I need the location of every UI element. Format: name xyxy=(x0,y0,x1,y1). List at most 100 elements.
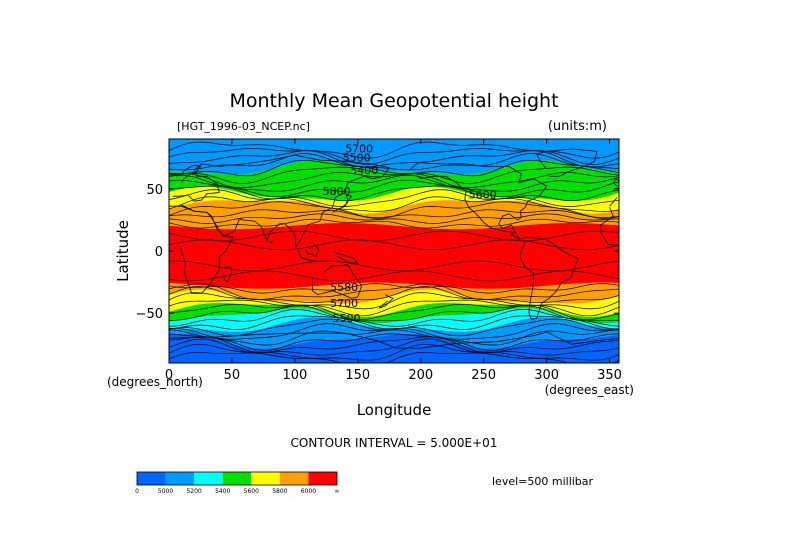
band-3 xyxy=(169,200,619,230)
colorbar-label: 5600 xyxy=(244,488,259,495)
y-axis: −50 0 50 xyxy=(136,183,619,322)
coastline-4 xyxy=(519,236,579,320)
colorbar-swatch xyxy=(279,472,309,485)
contour-line xyxy=(169,213,619,224)
band-5 xyxy=(169,282,619,304)
contour-line xyxy=(169,309,619,327)
x-tick-label: 50 xyxy=(224,368,241,383)
contour-line xyxy=(169,153,619,171)
colorbar-swatch xyxy=(137,472,166,485)
coastlines xyxy=(169,148,619,349)
colorbar-label: 0 xyxy=(135,488,139,495)
contour-label: 5700 xyxy=(330,297,358,310)
band-6 xyxy=(169,289,619,317)
contour-line xyxy=(169,189,619,207)
colorbar-swatch xyxy=(251,472,280,485)
contour-line xyxy=(169,299,619,317)
coastline-7 xyxy=(297,248,317,262)
x-tick-label: 0 xyxy=(165,368,173,383)
x-tick-label: 200 xyxy=(408,368,433,383)
x-tick-label: 350 xyxy=(597,368,622,383)
coastline-6 xyxy=(332,194,353,213)
colorbar-swatch xyxy=(194,472,223,485)
y-tick-label: 50 xyxy=(146,183,163,198)
coastline-12 xyxy=(612,178,619,187)
tropical-contour xyxy=(169,230,619,242)
coastline-10 xyxy=(378,294,394,309)
colorbar-frame xyxy=(136,471,338,486)
units-label: (units:m) xyxy=(548,119,607,134)
colorbar-label: 5400 xyxy=(215,488,230,495)
contour-line xyxy=(169,333,619,351)
contour-interval-text: CONTOUR INTERVAL = 5.000E+01 xyxy=(291,436,498,450)
colorbar-swatch xyxy=(165,472,195,485)
coastline-1 xyxy=(600,207,618,246)
coastline-0 xyxy=(609,197,618,207)
colorbar-label: 5200 xyxy=(186,488,201,495)
contour-label: 5500 xyxy=(333,312,361,325)
y-tick-label: 0 xyxy=(155,245,163,260)
band-4 xyxy=(169,223,619,289)
colorbar-label: 5800 xyxy=(272,488,287,495)
x-unit-label: (degrees_east) xyxy=(545,383,634,397)
x-tick-label: 250 xyxy=(471,368,496,383)
contour-line xyxy=(169,283,619,301)
coastline-3 xyxy=(410,162,548,241)
chart-title: Monthly Mean Geopotential height xyxy=(229,90,558,112)
contour-line xyxy=(169,172,619,188)
coastline-5 xyxy=(536,148,598,177)
colorbar-legend: 0 5000 5200 5400 5600 5800 6000 ∞ xyxy=(135,471,340,495)
contour-line xyxy=(169,201,619,219)
contour-line xyxy=(169,338,619,356)
contour-line xyxy=(169,209,619,219)
coastline-9 xyxy=(333,251,359,264)
coastline-11 xyxy=(222,266,233,283)
band-8 xyxy=(169,308,619,332)
contour-line xyxy=(169,305,619,322)
contour-line xyxy=(169,323,619,340)
contour-label: 5580 xyxy=(330,281,358,294)
tropical-contour xyxy=(169,260,619,272)
coastline-1 xyxy=(179,204,234,294)
x-tick-label: 300 xyxy=(534,368,559,383)
coastline-14 xyxy=(176,164,202,183)
x-tick-label: 100 xyxy=(282,368,307,383)
y-unit-label: (degrees_north) xyxy=(107,375,203,389)
x-axis: 0 50 100 150 200 250 300 350 xyxy=(165,139,622,383)
y-axis-title: Latitude xyxy=(114,220,132,282)
coastline-8 xyxy=(305,244,320,257)
colorbar-swatch xyxy=(308,472,337,485)
contour-line xyxy=(169,185,619,202)
contour-line xyxy=(169,179,619,198)
coastline-0 xyxy=(169,154,390,249)
contour-line xyxy=(169,329,619,346)
contour-line xyxy=(169,159,619,177)
coastline-13 xyxy=(269,240,274,244)
band-9 xyxy=(169,317,619,349)
contour-line xyxy=(169,292,619,310)
contour-label: 5700 xyxy=(345,143,373,156)
colorbar-label: 5000 xyxy=(158,488,173,495)
contour-label: 5500 xyxy=(343,151,371,164)
contour-line xyxy=(169,283,619,294)
level-text: level=500 millibar xyxy=(492,475,594,488)
colorbar-label: 6000 xyxy=(301,488,316,495)
contour-line xyxy=(169,304,619,321)
contour-line xyxy=(169,150,619,168)
contour-label: 5600 xyxy=(469,189,497,202)
contour-line xyxy=(169,318,619,337)
band-10 xyxy=(169,333,619,363)
contour-line xyxy=(169,196,619,212)
contour-line xyxy=(169,336,619,353)
y-tick-label: −50 xyxy=(136,307,163,322)
contour-line xyxy=(169,218,619,229)
colorbar-swatch xyxy=(222,472,252,485)
x-tick-label: 150 xyxy=(345,368,370,383)
tropical-contour xyxy=(169,270,619,282)
coastline-2 xyxy=(312,264,363,299)
colorbar-label: ∞ xyxy=(335,488,340,495)
tropical-contour xyxy=(169,239,619,251)
